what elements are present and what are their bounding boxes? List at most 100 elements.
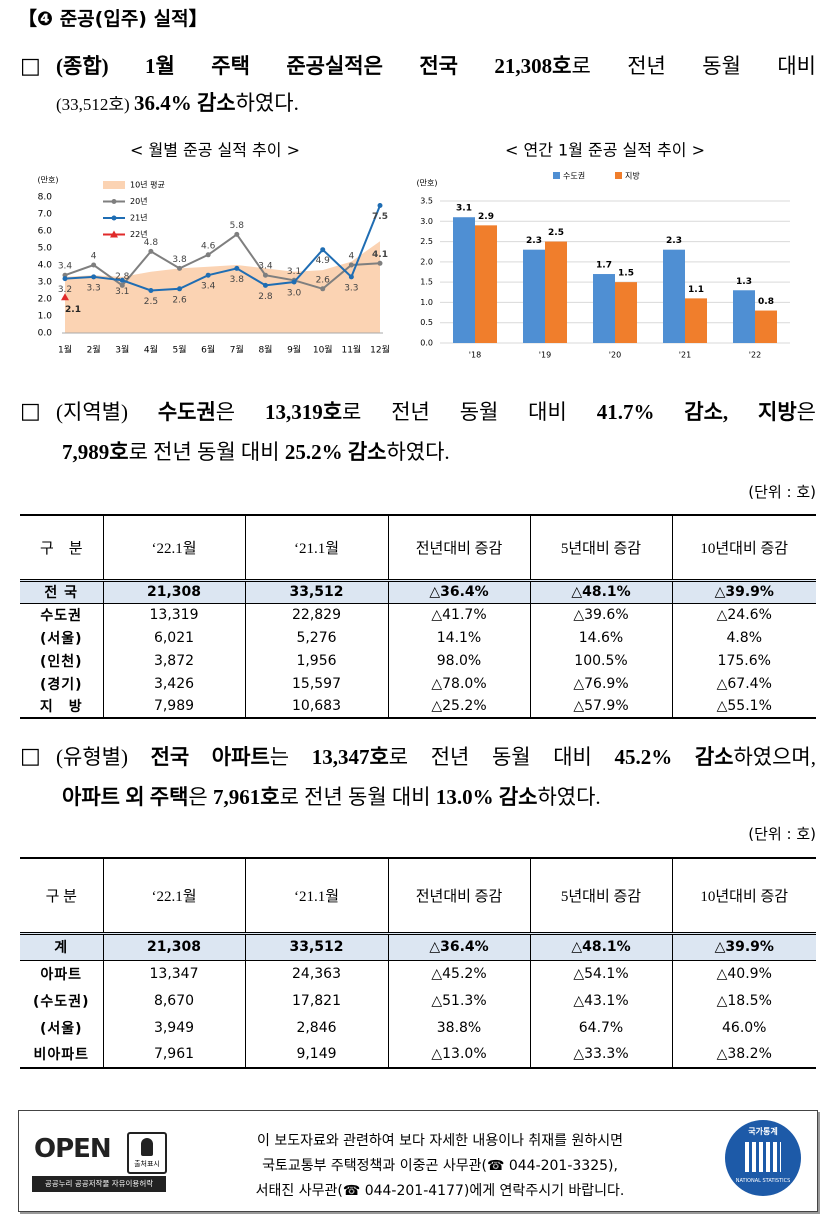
data-label: 3.4 <box>258 262 273 272</box>
text-run: (유형별) <box>56 745 151 769</box>
table-row: (인천) 3,872 1,956 98.0% 100.5% 175.6% <box>20 649 816 672</box>
text-run: 7,961호 <box>213 785 280 809</box>
data-table: 구 분 ‘22.1월 ‘21.1월 전년대비 증감 5년대비 증감 10년대비 증감 전 국… <box>20 514 816 719</box>
table-cell: △67.4% <box>671 672 816 695</box>
y-tick-label: 1.0 <box>38 312 53 322</box>
table-cell: △39.9% <box>671 933 816 961</box>
bar <box>593 274 615 343</box>
x-tick-label: 1월 <box>58 344 72 356</box>
header-cell: ‘22.1월 <box>102 858 245 935</box>
bar <box>475 225 497 343</box>
checkbox-marker: □ <box>20 54 41 79</box>
x-tick-label: '20 <box>609 351 621 360</box>
point <box>377 203 383 208</box>
y-tick-label: 3.5 <box>420 197 433 206</box>
data-label: 1.3 <box>736 277 752 287</box>
point <box>205 272 211 278</box>
table-cell: 아파트 <box>40 966 83 983</box>
table-cell: 전 국 <box>20 580 103 604</box>
header-cell: ‘21.1월 <box>244 515 388 582</box>
point <box>62 276 68 282</box>
chart-title: < 연간 1월 준공 실적 추이 > <box>505 141 705 160</box>
table-row: (경기) 3,426 15,597 △78.0% △76.9% △67.4% <box>20 672 816 695</box>
x-tick-label: 11월 <box>341 344 361 356</box>
point <box>234 265 240 271</box>
y-tick-label: 8.0 <box>38 193 53 203</box>
table-cell: △13.0% <box>387 1041 530 1068</box>
x-tick-label: 3월 <box>115 344 129 356</box>
table-cell: △33.3% <box>529 1041 672 1068</box>
table-cell: 9,149 <box>244 1041 388 1068</box>
stat-bars <box>745 1142 781 1172</box>
table-cell: 13,347 <box>102 960 245 987</box>
table-cell: 수도권 <box>40 607 83 624</box>
legend-label: 지방 <box>625 171 640 181</box>
table-cell: 1,956 <box>244 649 388 672</box>
checkbox-marker: □ <box>20 399 41 424</box>
table-cell: (수도권) <box>33 993 90 1010</box>
table-cell: 계 <box>20 933 103 961</box>
y-tick-label: 1.5 <box>420 278 433 287</box>
text-run: 전국 아파트 <box>150 745 270 769</box>
data-label: 4.6 <box>201 241 216 251</box>
y-tick-label: 2.0 <box>38 295 53 305</box>
text-line: (지역별) 수도권은 13,319호로 전년 동월 대비 41.7% 감소, 지… <box>56 392 816 432</box>
text-run: 13,319호 <box>264 400 343 424</box>
point <box>234 231 240 237</box>
table-cell: 3,426 <box>102 672 245 695</box>
header-cell: 구 분 <box>20 515 103 582</box>
open-text: OPEN <box>34 1134 112 1164</box>
footer-line: 서태진 사무관(☎ 044-201-4177)에게 연락주시기 바랍니다. <box>255 1183 625 1199</box>
table-row: 지 방 7,989 10,683 △25.2% △57.9% △55.1% <box>20 695 816 718</box>
legend-marker <box>111 199 117 204</box>
table-cell: 4.8% <box>671 626 816 649</box>
table-cell: 10,683 <box>244 695 388 718</box>
x-tick-label: '19 <box>539 351 551 360</box>
point <box>91 262 97 268</box>
table-cell: △78.0% <box>387 672 530 695</box>
table-cell: △54.1% <box>529 960 672 987</box>
paragraph: □ (지역별) 수도권은 13,319호로 전년 동월 대비 41.7% 감소, … <box>20 392 816 472</box>
stat-logo: 국가통계 NATIONAL STATISTICS <box>725 1120 801 1196</box>
table-cell: 지 방 <box>39 699 83 715</box>
table-row: 아파트 13,347 24,363 △45.2% △54.1% △40.9% <box>20 960 816 987</box>
table-cell: 14.1% <box>387 626 530 649</box>
open-caption: 공공누리 공공저작물 자유이용허락 <box>32 1176 166 1192</box>
data-label: 1.5 <box>618 269 634 279</box>
header-cell: 구 분 <box>20 858 103 935</box>
y-axis-unit: (만호) <box>417 179 438 188</box>
data-label: 4 <box>348 252 354 262</box>
paragraph: □ (유형별) 전국 아파트는 13,347호로 전년 동월 대비 45.2% 감… <box>20 737 816 817</box>
y-tick-label: 0.5 <box>420 318 433 327</box>
data-label: 3.8 <box>172 255 187 265</box>
data-label: 4.9 <box>316 256 331 266</box>
y-axis-unit: (만호) <box>38 176 59 185</box>
data-label: 1.7 <box>596 261 612 271</box>
table-cell: 7,989 <box>102 695 245 718</box>
data-label: 3.8 <box>230 275 245 285</box>
point <box>348 262 354 268</box>
header-cell: 10년대비 증감 <box>671 515 816 582</box>
header-cell: 5년대비 증감 <box>529 515 672 582</box>
table-cell: 6,021 <box>102 626 245 649</box>
x-tick-label: 6월 <box>201 344 215 356</box>
table-cell: △57.9% <box>529 695 672 718</box>
x-tick-label: 9월 <box>287 344 301 356</box>
text-run: 하였다. <box>235 91 299 115</box>
table-cell: △48.1% <box>529 580 672 604</box>
legend-label: 10년 평균 <box>130 180 165 190</box>
data-label: 2.8 <box>258 292 273 302</box>
text-run: 25.2% 감소 <box>284 440 387 464</box>
text-run: 로 전년 동월 대비 <box>342 400 597 424</box>
unit-label: (단위 : 호) <box>748 825 816 843</box>
table-cell: △39.9% <box>671 580 816 604</box>
text-run: 로 전년 동월 대비 <box>388 745 615 769</box>
table-cell: (서울) <box>39 1020 83 1037</box>
table-cell: 21,308 <box>102 580 245 604</box>
y-tick-label: 7.0 <box>38 210 53 220</box>
table-row: 수도권 13,319 22,829 △41.7% △39.6% △24.6% <box>20 603 816 626</box>
table-row: (서울) 3,949 2,846 38.8% 64.7% 46.0% <box>20 1014 816 1041</box>
unit-label: (단위 : 호) <box>748 483 816 501</box>
table-cell: 3,872 <box>102 649 245 672</box>
